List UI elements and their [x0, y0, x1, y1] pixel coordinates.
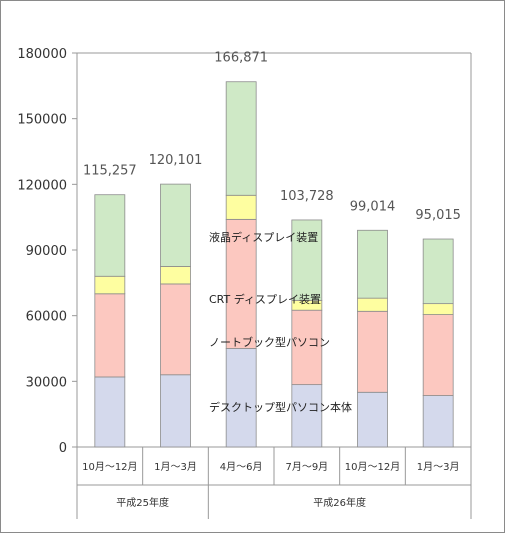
- bar-segment: [160, 183, 191, 267]
- bar-segment: [291, 384, 323, 448]
- bar-segment: [357, 297, 388, 312]
- series-annotation: ノートブック型パソコン: [209, 335, 330, 349]
- bar-segment: [291, 219, 323, 301]
- x-tick-label: 10月～12月: [82, 461, 137, 473]
- bar-segment: [357, 310, 388, 393]
- bar-segment: [422, 238, 454, 305]
- bar-segment: [94, 194, 126, 277]
- bar-total-label: 95,015: [415, 208, 461, 223]
- y-tick-label: 0: [59, 441, 67, 456]
- bar-segment: [160, 283, 191, 376]
- bar-segment: [225, 348, 257, 448]
- x-tick-label: 7月～9月: [285, 461, 328, 473]
- group-label: 平成26年度: [313, 496, 366, 509]
- bar-segment: [422, 314, 454, 396]
- bar-segment: [357, 229, 388, 299]
- bar-total-label: 99,014: [350, 199, 396, 214]
- bar-segment: [225, 218, 257, 349]
- bars: [94, 81, 454, 448]
- bar-segment: [422, 395, 454, 448]
- y-tick-label: 90000: [26, 244, 67, 259]
- labels: 115,257 10月～12月 120,101 1月～3月 166,871 4月～6月 10…: [82, 51, 461, 509]
- x-tick-label: 1月～3月: [154, 461, 197, 473]
- series-annotation: CRT ディスプレイ装置: [209, 292, 321, 306]
- y-tick-label: 120000: [17, 178, 67, 193]
- bar-total-label: 115,257: [83, 164, 137, 179]
- y-tick-label: 30000: [26, 375, 67, 390]
- bar-segment: [357, 391, 388, 448]
- x-tick-label: 4月～6月: [220, 461, 263, 473]
- bar-total-label: 103,728: [280, 189, 334, 204]
- series-annotation: デスクトップ型パソコン本体: [209, 400, 352, 414]
- bar-segment: [94, 275, 126, 295]
- series-annotation: 液晶ディスプレイ装置: [209, 230, 318, 244]
- axes: 0 30000 60000 90000 120000 150000 180000: [17, 47, 472, 519]
- x-tick-label: 10月～12月: [345, 461, 400, 473]
- bar-segment: [291, 309, 323, 386]
- bar-total-label: 166,871: [214, 51, 268, 66]
- bar-total-label: 120,101: [149, 153, 203, 168]
- bar-segment: [225, 194, 257, 220]
- bar-segment: [160, 266, 191, 285]
- group-label: 平成25年度: [116, 496, 169, 509]
- x-tick-label: 1月～3月: [417, 461, 460, 473]
- y-tick-label: 60000: [26, 310, 67, 325]
- bar-segment: [94, 376, 126, 448]
- bar-segment: [225, 81, 257, 196]
- y-tick-label: 150000: [17, 113, 67, 128]
- bar-segment: [94, 293, 126, 378]
- bar-segment: [422, 303, 454, 315]
- bar-segment: [160, 374, 191, 448]
- y-tick-label: 180000: [17, 47, 67, 62]
